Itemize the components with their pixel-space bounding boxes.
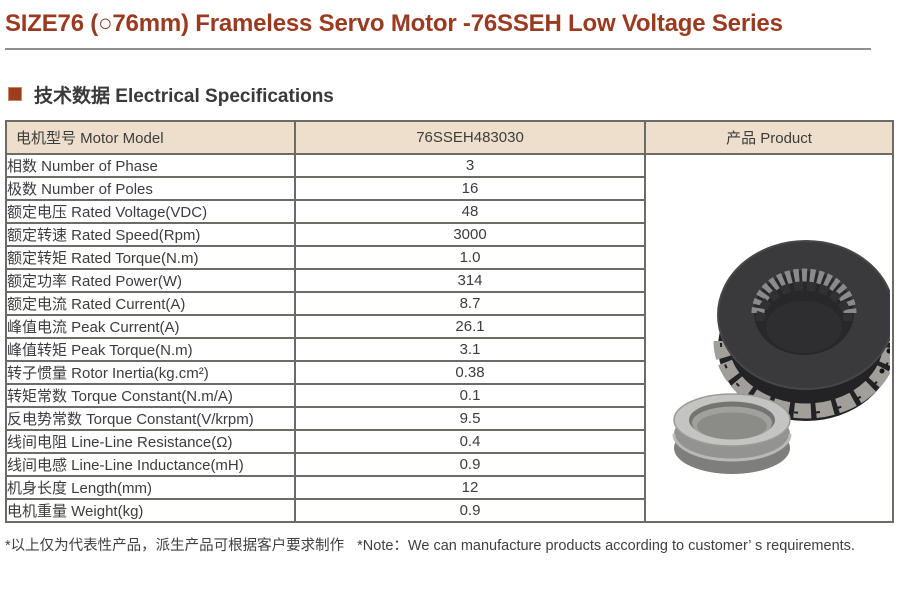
spec-value: 314: [294, 267, 646, 293]
table-row: 相数 Number of Phase 3: [5, 152, 894, 523]
spec-label: 额定转速 Rated Speed(Rpm): [5, 221, 296, 247]
table-row: 极数 Number of Poles 16: [5, 175, 893, 201]
table-row: 额定电压 Rated Voltage(VDC) 48: [5, 198, 893, 224]
table-row: 反电势常数 Torque Constant(V/krpm) 9.5: [5, 405, 893, 431]
spec-label: 线间电阻 Line-Line Resistance(Ω): [5, 428, 296, 454]
spec-value: 1.0: [294, 244, 646, 270]
electrical-specs-table: 电机型号 Motor Model 76SSEH483030 产品 Product…: [5, 119, 894, 523]
spec-value: 3.1: [294, 336, 646, 362]
table-row: 额定电流 Rated Current(A) 8.7: [5, 290, 893, 316]
spec-label: 额定功率 Rated Power(W): [5, 267, 296, 293]
table-row: 额定功率 Rated Power(W) 314: [5, 267, 893, 293]
stator-ring-illustration: [713, 239, 890, 421]
spec-value: 0.9: [294, 451, 646, 477]
spec-value: 8.7: [294, 290, 646, 316]
spec-label: 峰值转矩 Peak Torque(N.m): [5, 336, 296, 362]
spec-value: 16: [294, 175, 646, 201]
motor-product-photo: [672, 239, 890, 474]
table-row: 电机重量 Weight(kg) 0.9: [5, 497, 893, 523]
rotor-ring-illustration: [672, 393, 792, 474]
spec-value: 12: [294, 474, 646, 500]
table-header-row: 电机型号 Motor Model 76SSEH483030 产品 Product: [5, 119, 894, 155]
footnote: *以上仅为代表性产品，派生产品可根据客户要求制作 *Note：We can ma…: [5, 534, 895, 555]
spec-value: 0.1: [294, 382, 646, 408]
page-title: SIZE76 (○76mm) Frameless Servo Motor -76…: [5, 10, 783, 37]
spec-label: 额定转矩 Rated Torque(N.m): [5, 244, 296, 270]
spec-label: 电机重量 Weight(kg): [5, 497, 296, 523]
spec-value: 48: [294, 198, 646, 224]
spec-value: 3000: [294, 221, 646, 247]
spec-label: 相数 Number of Phase: [5, 152, 296, 178]
table-row: 峰值转矩 Peak Torque(N.m) 3.1: [5, 336, 893, 362]
section-bullet-icon: [8, 87, 22, 102]
spec-label: 反电势常数 Torque Constant(V/krpm): [5, 405, 296, 431]
spec-value: 0.38: [294, 359, 646, 385]
table-row: 峰值电流 Peak Current(A) 26.1: [5, 313, 893, 339]
table-row: 转子惯量 Rotor Inertia(kg.cm²) 0.38: [5, 359, 893, 385]
header-model-number: 76SSEH483030: [294, 119, 646, 155]
spec-label: 转子惯量 Rotor Inertia(kg.cm²): [5, 359, 296, 385]
header-motor-model: 电机型号 Motor Model: [5, 119, 296, 155]
section-header: 技术数据 Electrical Specifications: [5, 81, 895, 108]
spec-label: 额定电流 Rated Current(A): [5, 290, 296, 316]
header-product: 产品 Product: [644, 119, 894, 155]
spec-value: 3: [294, 152, 646, 178]
spec-label: 机身长度 Length(mm): [5, 474, 296, 500]
spec-value: 9.5: [294, 405, 646, 431]
table-row: 机身长度 Length(mm) 12: [5, 474, 893, 500]
table-row: 线间电阻 Line-Line Resistance(Ω) 0.4: [5, 428, 893, 454]
title-divider: [5, 47, 871, 50]
spec-value: 0.4: [294, 428, 646, 454]
spec-value: 0.9: [294, 497, 646, 523]
spec-label: 转矩常数 Torque Constant(N.m/A): [5, 382, 296, 408]
spec-label: 额定电压 Rated Voltage(VDC): [5, 198, 296, 224]
table-row: 额定转矩 Rated Torque(N.m) 1.0: [5, 244, 893, 270]
footnote-en: *Note：We can manufacture products accord…: [357, 537, 855, 554]
spec-label: 极数 Number of Poles: [5, 175, 296, 201]
table-row: 额定转速 Rated Speed(Rpm) 3000: [5, 221, 893, 247]
table-row: 线间电感 Line-Line Inductance(mH) 0.9: [5, 451, 893, 477]
footnote-zh: *以上仅为代表性产品，派生产品可根据客户要求制作: [5, 537, 345, 554]
product-photo-cell: [644, 152, 894, 523]
spec-page: SIZE76 (○76mm) Frameless Servo Motor -76…: [5, 10, 895, 555]
section-title: 技术数据 Electrical Specifications: [34, 85, 334, 107]
spec-label: 峰值电流 Peak Current(A): [5, 313, 296, 339]
table-row: 转矩常数 Torque Constant(N.m/A) 0.1: [5, 382, 893, 408]
spec-label: 线间电感 Line-Line Inductance(mH): [5, 451, 296, 477]
spec-value: 26.1: [294, 313, 646, 339]
